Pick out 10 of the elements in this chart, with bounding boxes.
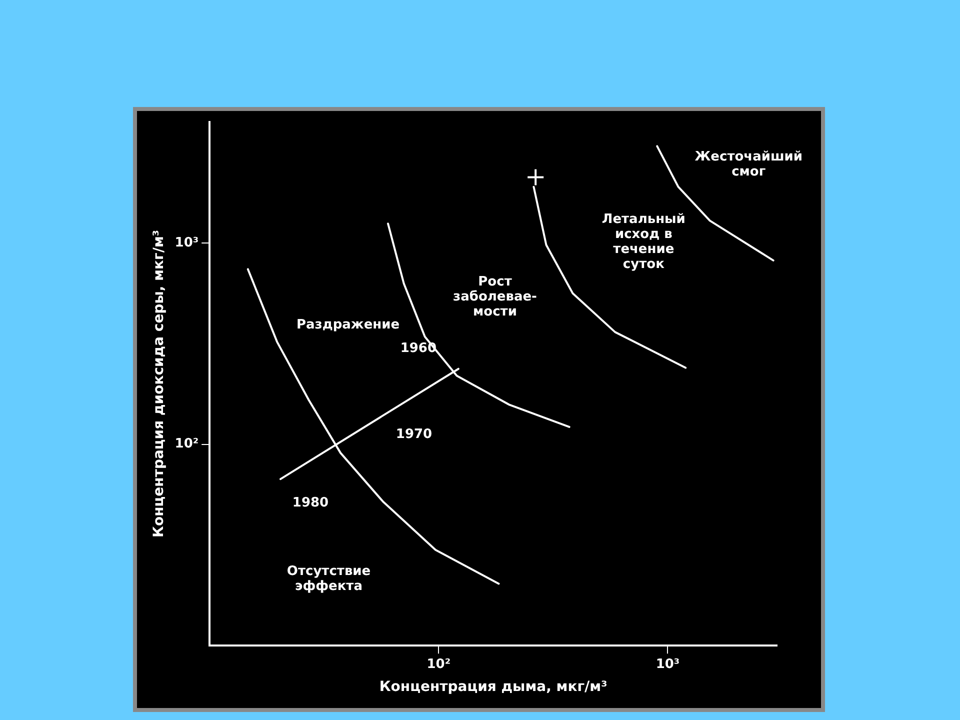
- annotation: Жесточайший смог: [694, 150, 802, 180]
- annotation: Отсутствие эффекта: [286, 564, 371, 594]
- x-axis-title: Концентрация дыма, мкг/м³: [379, 679, 608, 696]
- y-axis-title: Концентрация диоксида серы, мкг/м³: [151, 230, 168, 538]
- annotation: Рост заболевае- мости: [453, 274, 537, 320]
- annotation: 1970: [396, 426, 432, 442]
- annotation: 1980: [292, 495, 329, 510]
- annotation: Раздражение: [296, 317, 400, 332]
- annotation: 1960: [400, 341, 437, 356]
- annotation: Летальный исход в течение суток: [602, 212, 686, 272]
